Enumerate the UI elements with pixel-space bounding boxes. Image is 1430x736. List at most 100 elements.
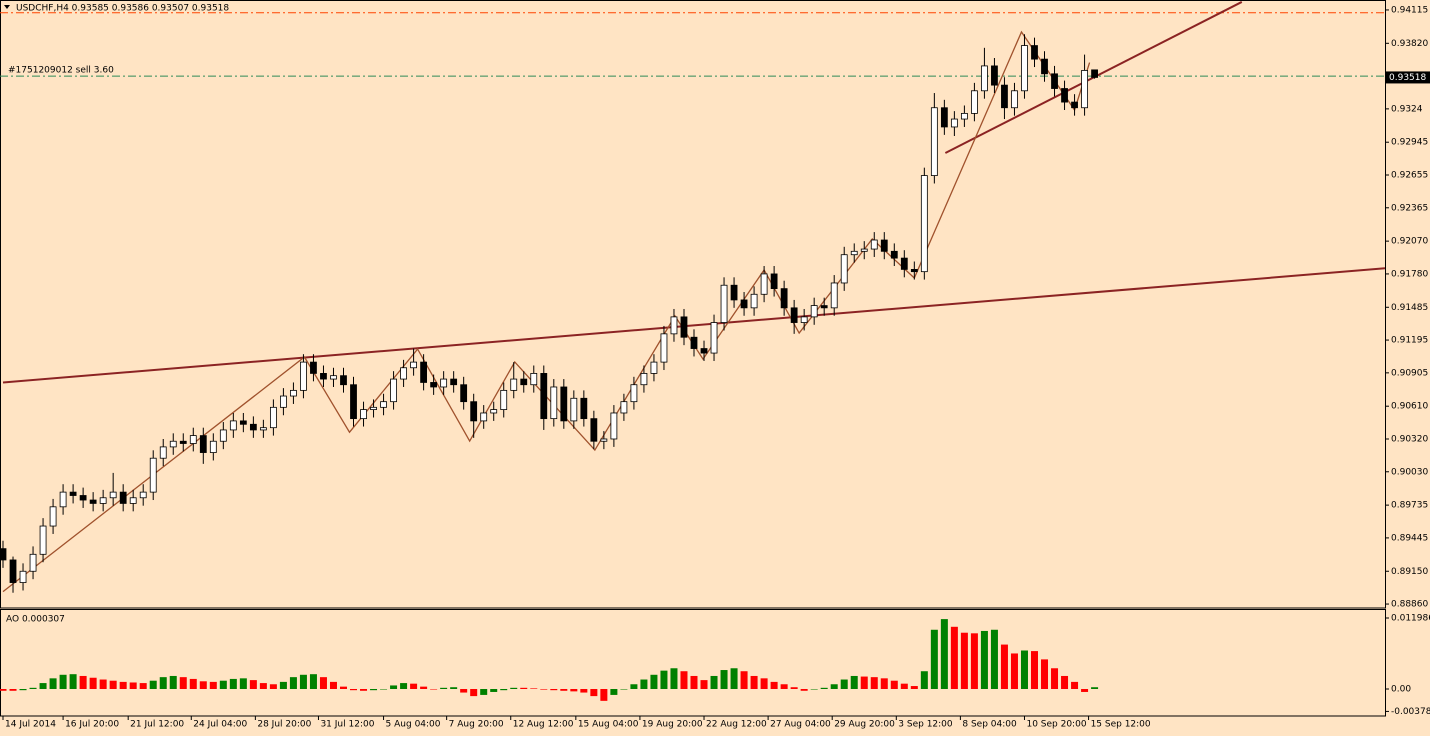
ao-bar	[299, 674, 307, 689]
x-tick-label: 15 Sep 12:00	[1091, 720, 1151, 730]
y-tick-label: 0.90610	[1391, 402, 1428, 412]
ao-bar	[229, 678, 237, 689]
ao-bar	[570, 688, 578, 692]
ao-bar	[900, 683, 908, 689]
candle-body	[890, 250, 898, 259]
y-tick-label: 0.88860	[1391, 600, 1428, 610]
candle-body	[740, 299, 748, 309]
trendline	[2, 267, 1386, 384]
x-tick-label: 7 Aug 20:00	[449, 720, 504, 730]
ao-bar	[870, 677, 878, 689]
ao-bar	[400, 683, 408, 689]
candle-body	[870, 239, 878, 250]
ao-bar	[620, 688, 628, 690]
candle-body	[790, 307, 798, 323]
ao-bar	[740, 671, 748, 689]
ao-bar	[800, 688, 808, 691]
candle-body	[400, 367, 407, 380]
candle-body	[360, 409, 367, 420]
ao-bar	[370, 688, 378, 691]
ao-bar	[329, 681, 337, 689]
candle-body	[1071, 101, 1078, 109]
candle-body	[730, 284, 738, 301]
ao-bar	[440, 687, 448, 689]
ao-bar	[710, 675, 718, 689]
ao-bar	[1020, 650, 1028, 689]
candle-body	[229, 420, 237, 431]
y-tick-label: 0.92365	[1391, 203, 1428, 213]
ao-bar	[770, 681, 778, 689]
candle-body	[880, 239, 888, 252]
candle-body	[840, 254, 848, 284]
candle-body	[290, 389, 297, 397]
candle-body	[370, 406, 377, 410]
y-tick-label: 0.90905	[1391, 368, 1428, 378]
ao-bar	[890, 680, 898, 689]
x-tick-label: 16 Jul 20:00	[65, 720, 119, 730]
candle-body	[39, 525, 47, 555]
candle-body	[390, 378, 397, 403]
ao-bar	[480, 688, 488, 695]
candle-body	[320, 373, 327, 380]
candle-body	[420, 361, 428, 383]
ao-bar	[59, 674, 67, 689]
candle-body	[159, 446, 167, 459]
ao-bar	[179, 677, 187, 689]
ao-bar	[650, 674, 658, 689]
ao-bar	[29, 687, 37, 689]
candle-body	[1031, 45, 1038, 60]
candle-body	[971, 90, 978, 114]
candle-body	[269, 406, 277, 429]
candle-body	[630, 384, 638, 403]
ao-bar	[219, 680, 227, 689]
order-label: #1751209012 sell 3.60	[8, 66, 114, 76]
candle-body	[19, 570, 27, 583]
ao-bar	[790, 687, 798, 689]
ao-bar	[319, 677, 327, 689]
ao-bar	[99, 679, 107, 689]
candle-body	[189, 435, 197, 444]
candle-body	[1081, 70, 1088, 109]
candle-body	[480, 412, 488, 422]
ao-bar	[209, 681, 217, 689]
y-tick-label: 0.90320	[1391, 434, 1428, 444]
candle-body	[600, 438, 608, 442]
candle-body	[149, 457, 157, 493]
y-tick-label: 0.00	[1391, 684, 1411, 694]
candle-body	[770, 273, 778, 290]
candle-body	[69, 491, 77, 496]
ao-bar	[410, 683, 418, 689]
candle-body	[720, 284, 728, 323]
x-tick-label: 31 Jul 12:00	[320, 720, 374, 730]
ao-bar	[850, 675, 858, 689]
ao-bar	[1010, 653, 1018, 689]
ao-bar	[540, 688, 548, 690]
candle-body	[860, 248, 868, 252]
candle-body	[910, 269, 918, 273]
candle-body	[79, 495, 87, 501]
ao-bar	[1091, 687, 1099, 689]
y-tick-label: 0.91485	[1391, 303, 1428, 313]
ao-bar	[380, 688, 388, 690]
candle-body	[670, 316, 678, 335]
candle-body	[280, 395, 287, 408]
y-tick-label: 0.89150	[1391, 567, 1428, 577]
ao-bar	[760, 678, 768, 689]
y-tick-label: 0.90030	[1391, 467, 1428, 477]
ao-bar	[910, 686, 918, 689]
candle-body	[650, 361, 658, 374]
ao-bar	[109, 680, 117, 689]
x-tick-label: 27 Aug 04:00	[770, 720, 831, 730]
x-tick-label: 28 Jul 20:00	[257, 720, 311, 730]
candle-body	[410, 361, 417, 369]
x-tick-label: 12 Aug 12:00	[513, 720, 574, 730]
candle-body	[89, 499, 97, 504]
menu-icon[interactable]	[4, 5, 10, 9]
ao-bar	[189, 678, 197, 689]
candle-body	[500, 389, 508, 410]
candle-body	[960, 112, 968, 120]
x-tick-label: 29 Aug 20:00	[834, 720, 895, 730]
zigzag	[2, 30, 1091, 593]
ao-bar	[750, 675, 758, 689]
candle-body	[991, 65, 998, 86]
